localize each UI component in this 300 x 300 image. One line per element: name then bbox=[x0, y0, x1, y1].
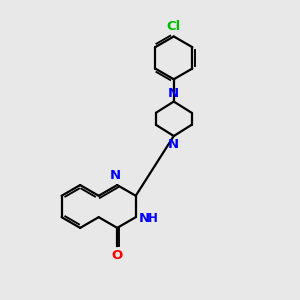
Text: Cl: Cl bbox=[167, 20, 181, 33]
Text: O: O bbox=[112, 249, 123, 262]
Text: N: N bbox=[168, 87, 179, 100]
Text: N: N bbox=[139, 212, 150, 225]
Text: H: H bbox=[148, 212, 158, 225]
Text: N: N bbox=[110, 169, 121, 182]
Text: N: N bbox=[168, 138, 179, 151]
